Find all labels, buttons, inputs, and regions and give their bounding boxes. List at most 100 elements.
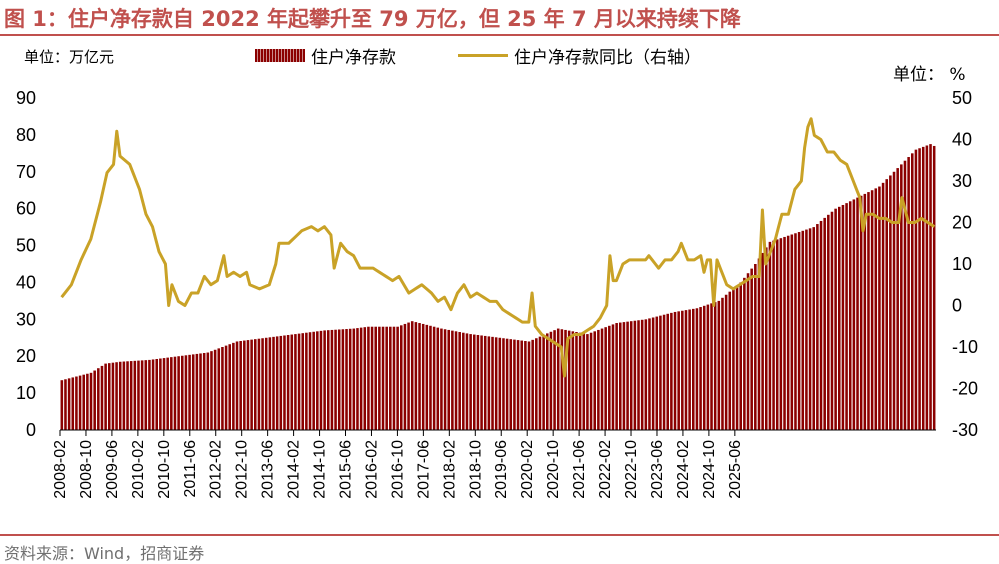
deposit-bar [556,328,560,430]
deposit-bar [75,376,78,430]
deposit-bar [250,339,253,430]
deposit-bar [232,342,235,430]
deposit-bar [684,310,688,430]
deposit-bar [356,328,359,430]
deposit-bar [108,363,111,430]
y-left-tick-label: 90 [16,88,36,108]
deposit-bar [213,349,217,430]
x-tick-label: 2012-02 [208,440,225,499]
x-tick-label: 2015-06 [338,440,355,499]
x-tick-label: 2012-10 [234,440,251,499]
deposit-bar [838,206,841,430]
deposit-bar [297,333,301,430]
deposit-bar [462,332,465,430]
x-tick-label: 2022-10 [623,440,640,499]
deposit-bar [659,315,662,430]
deposit-bar [392,326,396,430]
x-tick-label: 2008-10 [78,440,95,499]
deposit-bar [217,348,221,430]
deposit-bar [754,264,757,430]
deposit-bar [257,338,261,430]
deposit-bar [918,148,921,430]
deposit-bar [509,339,513,430]
deposit-bar [436,327,440,430]
deposit-bar [827,214,830,430]
deposit-bar [184,355,188,430]
deposit-bar [359,327,363,430]
deposit-bar [494,337,498,430]
deposit-bar [662,314,666,430]
deposit-bar [728,291,732,430]
deposit-bar [140,360,144,430]
deposit-bar [779,238,783,430]
deposit-bar [93,370,96,430]
x-tick-label: 2018-10 [467,440,484,499]
y-right-tick-label: 40 [952,130,972,150]
y-right-tick-label: 30 [952,171,972,191]
deposit-bar [608,325,611,430]
deposit-bar [363,327,367,430]
x-tick-label: 2024-10 [701,440,718,499]
deposit-bar [772,240,775,430]
deposit-bar [713,302,717,430]
deposit-bar [177,356,180,430]
deposit-bar [170,357,173,430]
deposit-bar [410,321,414,430]
deposit-bar [925,145,929,431]
deposit-bar [808,228,812,430]
deposit-bar [279,335,283,430]
x-tick-label: 2016-10 [389,440,406,499]
deposit-bar [830,211,834,430]
deposit-bar [118,361,122,430]
deposit-bar [819,220,823,430]
deposit-bar [889,175,892,430]
y-right-tick-label: -20 [952,379,978,399]
deposit-bar [151,359,155,430]
deposit-bar [327,330,330,430]
y-left-tick-label: 0 [26,420,36,440]
deposit-bar [538,336,542,431]
deposit-bar [126,361,129,430]
y-left-tick-label: 70 [16,162,36,182]
deposit-bar [414,322,418,430]
deposit-bar [786,235,790,430]
deposit-bar [578,332,582,430]
deposit-bar [834,208,837,430]
x-tick-label: 2020-10 [545,440,562,499]
deposit-bar [724,294,728,430]
deposit-bar [867,192,870,430]
deposit-bar [487,336,491,430]
deposit-bar [903,160,907,430]
deposit-bar [188,354,191,430]
deposit-bar [885,179,888,430]
deposit-bar [553,330,556,430]
deposit-bar [480,335,483,430]
deposit-bar [202,352,206,430]
deposit-bar [224,345,228,430]
deposit-bar [732,288,735,430]
deposit-bar [378,326,381,430]
x-tick-label: 2013-06 [260,440,277,499]
deposit-bar [874,188,878,430]
deposit-bar [706,304,710,430]
deposit-bar [775,239,779,430]
legend-line-swatch [458,54,508,57]
deposit-bar [527,341,531,430]
deposit-bar [611,324,615,430]
deposit-bar [878,186,881,430]
deposit-bar [137,360,140,430]
deposit-bar [564,329,567,430]
deposit-bar [633,320,637,430]
deposit-bar [688,309,691,430]
deposit-bar [239,341,242,430]
y-left-tick-label: 60 [16,199,36,219]
deposit-bar [173,356,177,430]
deposit-bar [305,332,308,430]
x-tick-label: 2011-06 [182,440,199,498]
deposit-bar [907,157,910,430]
deposit-bar [699,307,702,430]
deposit-bar [210,351,213,430]
x-tick-label: 2010-02 [130,440,147,499]
deposit-bar [181,355,184,430]
